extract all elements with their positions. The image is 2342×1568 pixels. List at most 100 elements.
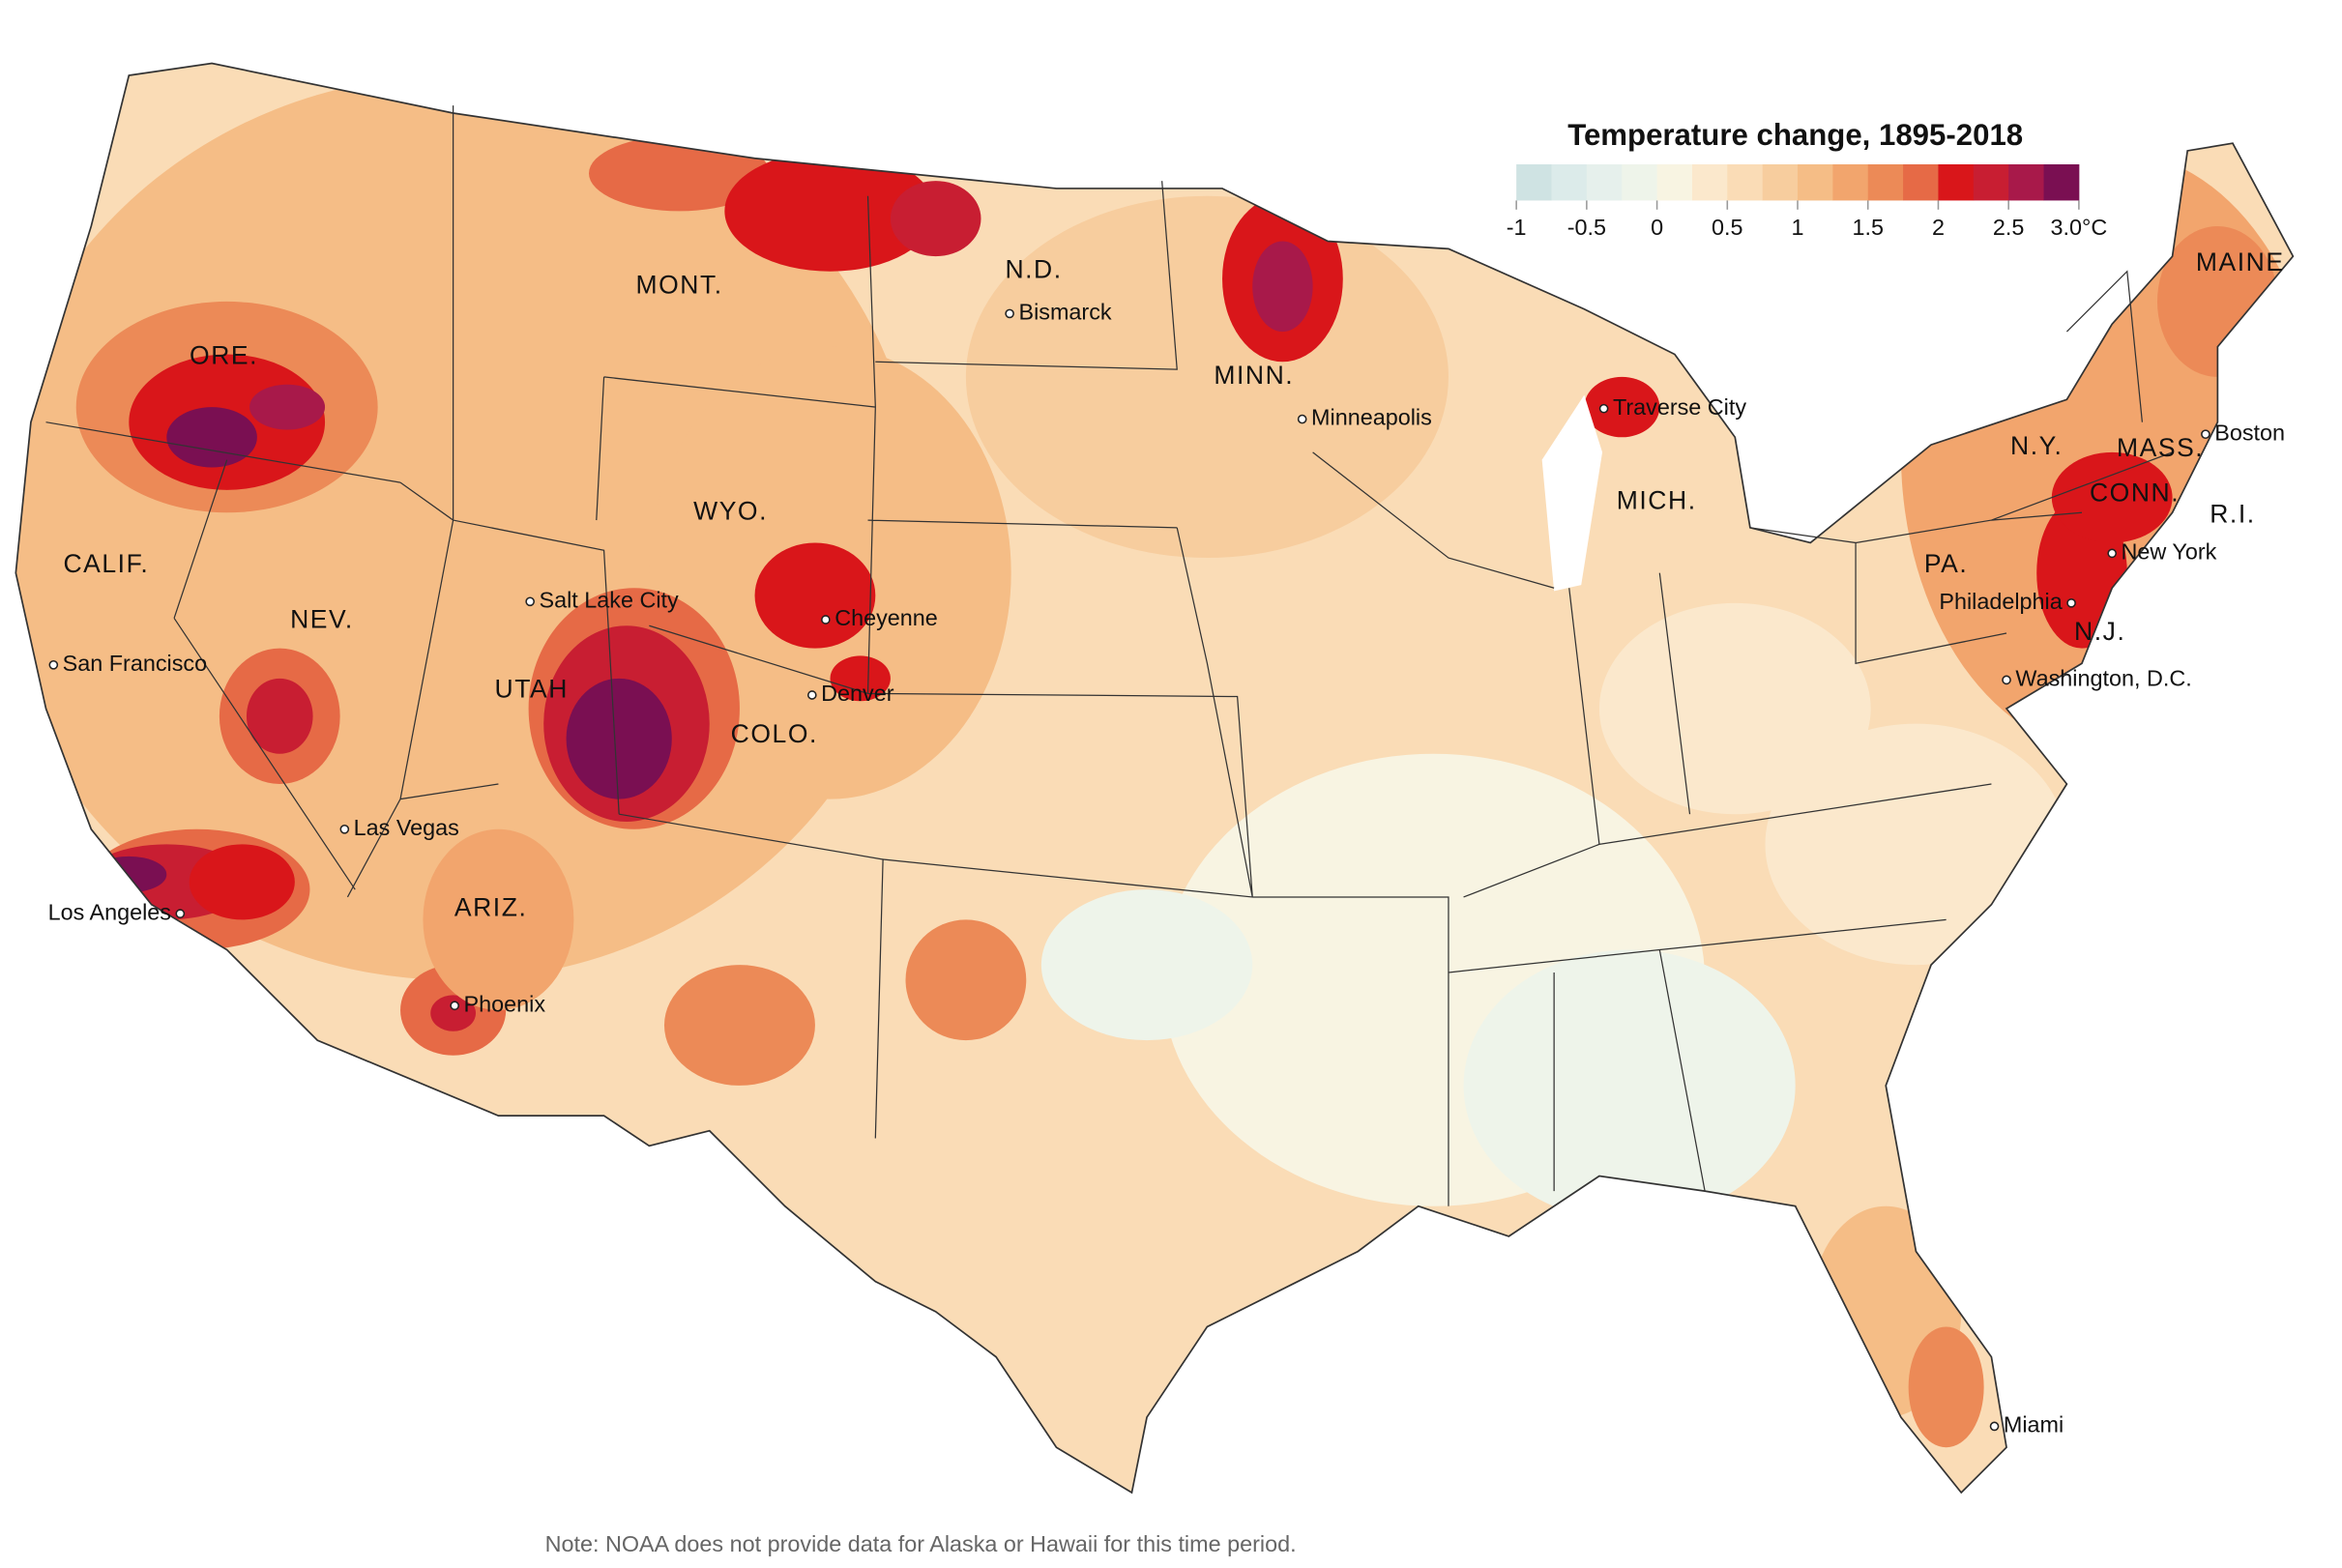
temperature-blob xyxy=(91,856,167,893)
city-label: Los Angeles xyxy=(48,899,171,924)
city-label: San Francisco xyxy=(63,651,207,676)
city-dot xyxy=(450,1001,460,1011)
state-label: PA. xyxy=(1924,549,1968,578)
temperature-blob xyxy=(1252,241,1313,333)
legend-tick-label: 3.0°C xyxy=(2051,215,2108,240)
city-label: Bismarck xyxy=(1018,300,1111,325)
temperature-blob xyxy=(1908,1326,1984,1448)
temperature-blob xyxy=(1598,602,1871,815)
state-label: WYO. xyxy=(693,496,768,525)
state-label: MAINE xyxy=(2196,247,2285,276)
city-dot xyxy=(2066,598,2076,608)
temperature-blob xyxy=(430,995,477,1031)
legend-title: Temperature change, 1895-2018 xyxy=(1567,118,2023,152)
legend-tick-label: 2.5 xyxy=(1993,215,2025,240)
temperature-blob xyxy=(890,181,981,257)
state-label: ARIZ. xyxy=(454,892,528,921)
city-dot xyxy=(339,824,350,834)
legend-swatch xyxy=(1516,163,1552,201)
temperature-blob xyxy=(423,828,574,1010)
legend-swatch xyxy=(1622,163,1658,201)
state-label: N.D. xyxy=(1005,255,1062,284)
city-dot xyxy=(1297,414,1307,424)
legend-swatch xyxy=(2008,163,2044,201)
legend-tick-label: -0.5 xyxy=(1567,215,1606,240)
temperature-blob xyxy=(905,919,1027,1041)
legend-swatch xyxy=(2043,163,2080,201)
temperature-blob xyxy=(246,678,313,754)
temperature-blob xyxy=(2051,451,2173,543)
temperature-blob xyxy=(1584,376,1660,438)
city-label: Miami xyxy=(2004,1412,2064,1437)
legend-swatch xyxy=(1551,163,1588,201)
legend-tick-label: 0.5 xyxy=(1712,215,1743,240)
city-dot xyxy=(806,690,817,700)
city-label: New York xyxy=(2122,539,2217,565)
city-dot xyxy=(48,659,59,670)
legend-swatch xyxy=(1973,163,2009,201)
city-dot xyxy=(2107,548,2118,559)
legend-tick-label: -1 xyxy=(1507,215,1527,240)
city-label: Denver xyxy=(821,681,894,706)
temperature-blob xyxy=(965,195,1449,559)
temperature-blob xyxy=(189,844,295,920)
legend-swatch xyxy=(1798,163,1833,201)
state-label: CONN. xyxy=(2090,479,2180,508)
state-label: MINN. xyxy=(1214,361,1294,390)
city-dot xyxy=(1005,308,1014,319)
legend-swatch xyxy=(1903,163,1939,201)
note: Note: NOAA does not provide data for Ala… xyxy=(545,1531,1297,1556)
city-label: Las Vegas xyxy=(354,815,459,840)
city-dot xyxy=(175,909,186,918)
temperature-blob xyxy=(1991,324,2052,385)
city-label: Traverse City xyxy=(1613,394,1746,420)
legend: -1 -0.5 0 0.5 1 1.5 2 2.5 3.0°C xyxy=(1507,163,2108,240)
city-label: Philadelphia xyxy=(1939,589,2062,614)
state-label: COLO. xyxy=(731,719,818,748)
state-label: MASS. xyxy=(2117,433,2204,462)
legend-tick-label: 0 xyxy=(1651,215,1663,240)
state-label: N.J. xyxy=(2074,617,2125,646)
temperature-blob xyxy=(166,407,257,468)
city-dot xyxy=(2002,675,2011,685)
legend-tick-label: 1.5 xyxy=(1852,215,1884,240)
legend-swatch xyxy=(1586,163,1623,201)
city-label: Washington, D.C. xyxy=(2015,666,2191,691)
temperature-blob xyxy=(249,384,326,430)
temperature-blob xyxy=(663,965,815,1086)
city-label: Phoenix xyxy=(464,991,546,1016)
temperature-blob xyxy=(1040,889,1253,1041)
state-label: R.I. xyxy=(2210,499,2255,528)
legend-swatch xyxy=(1727,163,1764,201)
legend-swatch xyxy=(1938,163,1975,201)
temperature-blob xyxy=(724,150,936,272)
city-dot xyxy=(1598,403,1609,414)
state-label: MONT. xyxy=(635,270,722,299)
city-label: Minneapolis xyxy=(1311,405,1432,430)
temperature-blob xyxy=(1463,949,1796,1222)
legend-swatch xyxy=(1691,163,1728,201)
legend-tick-label: 2 xyxy=(1932,215,1945,240)
legend-swatch xyxy=(1762,163,1799,201)
legend-swatch xyxy=(1832,163,1869,201)
state-label: ORE. xyxy=(190,341,258,370)
legend-tick-label: 1 xyxy=(1792,215,1804,240)
legend-swatch xyxy=(1867,163,1904,201)
state-label: UTAH xyxy=(495,674,569,703)
state-label: N.Y. xyxy=(2010,431,2063,460)
city-label: Boston xyxy=(2214,420,2285,445)
city-dot xyxy=(821,615,831,624)
temperature-blob xyxy=(754,542,876,649)
state-label: NEV. xyxy=(290,605,354,634)
temperature-blob xyxy=(1900,150,2294,754)
state-label: CALIF. xyxy=(63,549,149,578)
state-borders xyxy=(15,62,2295,1494)
city-dot xyxy=(1989,1421,2000,1432)
state-label: MICH. xyxy=(1617,485,1697,514)
city-dot xyxy=(525,596,535,607)
city-label: Salt Lake City xyxy=(540,587,680,612)
temperature-blob xyxy=(830,655,891,702)
lake-michigan xyxy=(1541,394,1603,592)
